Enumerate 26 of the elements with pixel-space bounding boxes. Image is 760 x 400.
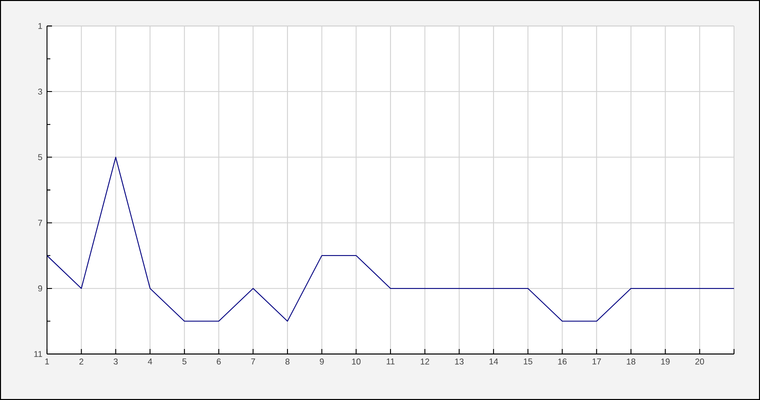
- x-tick-label: 1: [45, 358, 49, 364]
- x-tick-label: 5: [182, 358, 186, 364]
- y-tick-label: 11: [34, 351, 42, 357]
- x-tick-label: 18: [626, 358, 636, 365]
- x-tick-label: 12: [420, 358, 430, 364]
- x-tick-label: 19: [661, 358, 670, 365]
- y-tick-label: 7: [38, 220, 42, 226]
- x-tick-label: 15: [524, 358, 532, 364]
- x-tick-label: 10: [352, 358, 361, 365]
- y-tick-label: 1: [38, 23, 42, 29]
- x-tick-label: 11: [386, 358, 395, 364]
- x-tick-label: 2: [79, 358, 84, 364]
- x-tick-label: 20: [695, 358, 704, 365]
- y-tick-label: 5: [38, 154, 42, 160]
- x-tick-label: 7: [251, 358, 256, 364]
- x-tick-label: 17: [592, 358, 601, 364]
- x-tick-label: 9: [320, 358, 324, 365]
- x-tick-label: 6: [216, 358, 221, 365]
- x-tick-label: 3: [114, 358, 118, 365]
- x-tick-label: 13: [455, 358, 464, 365]
- y-tick-label: 9: [38, 285, 42, 292]
- x-tick-label: 16: [558, 358, 567, 365]
- x-tick-label: 14: [489, 358, 498, 364]
- y-tick-label: 3: [38, 88, 42, 95]
- x-tick-label: 8: [285, 358, 290, 365]
- x-tick-label: 4: [148, 358, 152, 364]
